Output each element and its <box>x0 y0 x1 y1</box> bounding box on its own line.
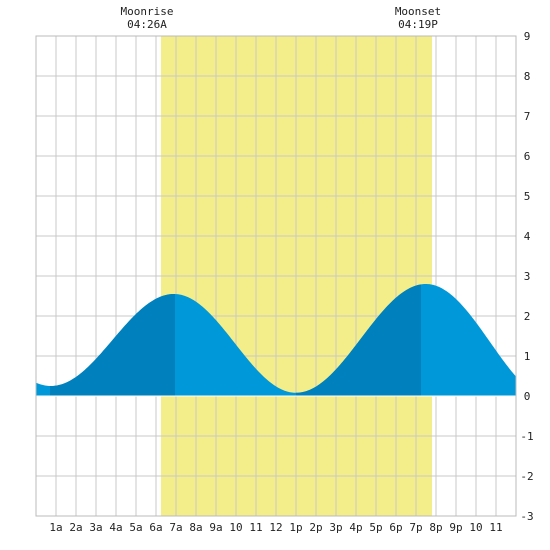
x-tick-label: 8p <box>429 521 442 534</box>
x-tick-label: 12 <box>269 521 282 534</box>
y-tick-label: 8 <box>524 70 531 83</box>
y-tick-label: 9 <box>524 30 531 43</box>
y-tick-label: 0 <box>524 390 531 403</box>
moon-event-title: Moonset <box>395 5 441 18</box>
x-tick-label: 8a <box>189 521 202 534</box>
x-tick-label: 4a <box>109 521 122 534</box>
x-tick-label: 2p <box>309 521 322 534</box>
x-tick-label: 6a <box>149 521 162 534</box>
y-axis-tick-labels: -3 -2 -1 0 1 2 3 4 5 6 7 8 9 <box>520 30 533 523</box>
x-tick-label: 11 <box>489 521 502 534</box>
x-tick-label: 2a <box>69 521 82 534</box>
moon-event-time: 04:19P <box>398 18 438 31</box>
y-tick-label: 7 <box>524 110 531 123</box>
x-tick-label: 5p <box>369 521 382 534</box>
tide-dark-segments <box>50 284 421 396</box>
plot-border <box>35 35 517 517</box>
x-tick-label: 3p <box>329 521 342 534</box>
y-tick-label: 5 <box>524 190 531 203</box>
y-tick-label: 2 <box>524 310 531 323</box>
x-tick-label: 11 <box>249 521 262 534</box>
x-tick-label: 10 <box>469 521 482 534</box>
x-tick-label: 3a <box>89 521 102 534</box>
x-tick-label: 9p <box>449 521 462 534</box>
y-tick-label: 4 <box>524 230 531 243</box>
moon-event-time: 04:26A <box>127 18 167 31</box>
x-axis-tick-labels: 1a 2a 3a 4a 5a 6a 7a 8a 9a 10 11 12 1p 2p 3p 4p 5p 6p 7p 8p… <box>49 521 502 534</box>
x-tick-label: 1a <box>49 521 62 534</box>
x-tick-label: 7a <box>169 521 182 534</box>
x-tick-label: 7p <box>409 521 422 534</box>
y-tick-label: 6 <box>524 150 531 163</box>
y-tick-label: -3 <box>520 510 533 523</box>
x-tick-label: 6p <box>389 521 402 534</box>
x-tick-label: 4p <box>349 521 362 534</box>
x-tick-label: 1p <box>289 521 302 534</box>
x-tick-label: 10 <box>229 521 242 534</box>
y-tick-label: 1 <box>524 350 531 363</box>
x-tick-label: 5a <box>129 521 142 534</box>
y-tick-label: 3 <box>524 270 531 283</box>
tide-area <box>36 284 516 396</box>
y-tick-label: -2 <box>520 470 533 483</box>
x-tick-label: 9a <box>209 521 222 534</box>
y-tick-label: -1 <box>520 430 533 443</box>
moon-event-title: Moonrise <box>121 5 174 18</box>
